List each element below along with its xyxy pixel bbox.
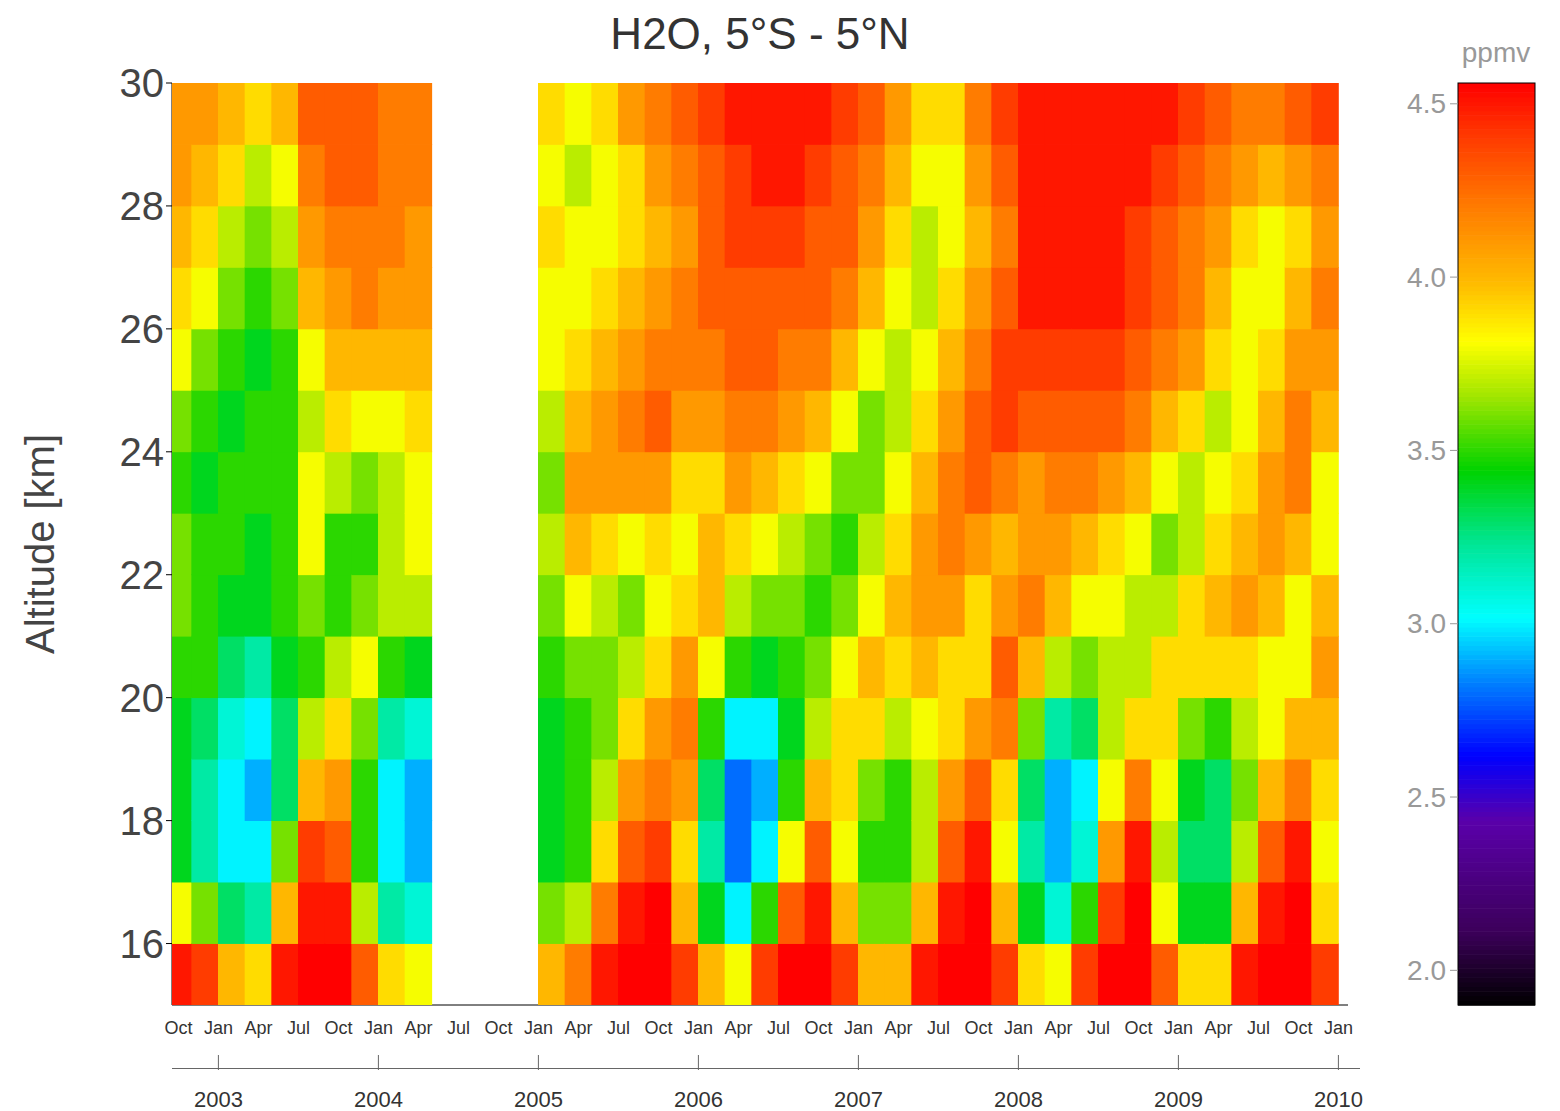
svg-text:2.5: 2.5 (1407, 782, 1446, 813)
svg-text:3.0: 3.0 (1407, 608, 1446, 639)
svg-text:Jan: Jan (1164, 1018, 1193, 1038)
svg-text:Apr: Apr (404, 1018, 432, 1038)
svg-text:Apr: Apr (564, 1018, 592, 1038)
svg-text:Jul: Jul (1087, 1018, 1110, 1038)
svg-text:2006: 2006 (674, 1087, 723, 1111)
svg-text:Jan: Jan (524, 1018, 553, 1038)
svg-text:Apr: Apr (884, 1018, 912, 1038)
svg-text:2007: 2007 (834, 1087, 883, 1111)
svg-text:16: 16 (120, 922, 165, 966)
svg-text:18: 18 (120, 799, 165, 843)
svg-text:2003: 2003 (194, 1087, 243, 1111)
svg-text:Apr: Apr (1204, 1018, 1232, 1038)
svg-text:24: 24 (120, 430, 165, 474)
svg-text:Jul: Jul (287, 1018, 310, 1038)
svg-text:Altitude [km]: Altitude [km] (18, 434, 62, 654)
svg-text:2.0: 2.0 (1407, 955, 1446, 986)
svg-text:Jan: Jan (1004, 1018, 1033, 1038)
svg-text:30: 30 (120, 61, 165, 105)
svg-text:Jul: Jul (767, 1018, 790, 1038)
svg-text:Oct: Oct (324, 1018, 352, 1038)
html-text:H2O, 5°S - 5°N: H2O, 5°S - 5°N (610, 9, 910, 58)
svg-text:Oct: Oct (1124, 1018, 1152, 1038)
svg-text:20: 20 (120, 676, 165, 720)
svg-text:Jan: Jan (684, 1018, 713, 1038)
svg-text:26: 26 (120, 307, 165, 351)
svg-text:Apr: Apr (244, 1018, 272, 1038)
svg-text:ppmv: ppmv (1462, 37, 1530, 68)
svg-text:Jul: Jul (607, 1018, 630, 1038)
svg-text:Jan: Jan (1324, 1018, 1353, 1038)
svg-text:Oct: Oct (484, 1018, 512, 1038)
svg-text:Jan: Jan (364, 1018, 393, 1038)
svg-text:2005: 2005 (514, 1087, 563, 1111)
svg-text:Oct: Oct (1284, 1018, 1312, 1038)
svg-text:2008: 2008 (994, 1087, 1043, 1111)
svg-text:4.0: 4.0 (1407, 262, 1446, 293)
svg-text:3.5: 3.5 (1407, 435, 1446, 466)
svg-text:2009: 2009 (1154, 1087, 1203, 1111)
svg-text:Apr: Apr (724, 1018, 752, 1038)
svg-text:Oct: Oct (804, 1018, 832, 1038)
svg-text:Apr: Apr (1044, 1018, 1072, 1038)
svg-text:2004: 2004 (354, 1087, 403, 1111)
svg-text:Jan: Jan (204, 1018, 233, 1038)
svg-text:4.5: 4.5 (1407, 88, 1446, 119)
svg-text:28: 28 (120, 184, 165, 228)
svg-text:Oct: Oct (644, 1018, 672, 1038)
svg-text:Jul: Jul (447, 1018, 470, 1038)
svg-text:Jan: Jan (844, 1018, 873, 1038)
svg-text:Oct: Oct (164, 1018, 192, 1038)
svg-text:Oct: Oct (964, 1018, 992, 1038)
svg-text:Jul: Jul (1247, 1018, 1270, 1038)
svg-text:Jul: Jul (927, 1018, 950, 1038)
svg-text:22: 22 (120, 553, 165, 597)
svg-text:2010: 2010 (1314, 1087, 1363, 1111)
